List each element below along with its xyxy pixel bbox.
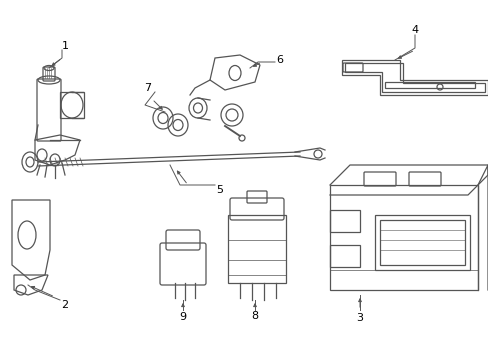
Text: 5: 5 (216, 185, 223, 195)
Text: 2: 2 (61, 300, 68, 310)
Text: 3: 3 (356, 313, 363, 323)
Text: 9: 9 (179, 312, 186, 322)
Text: 7: 7 (144, 83, 151, 93)
Text: 8: 8 (251, 311, 258, 321)
Text: 6: 6 (276, 55, 283, 65)
Text: 4: 4 (410, 25, 418, 35)
Text: 1: 1 (61, 41, 68, 51)
